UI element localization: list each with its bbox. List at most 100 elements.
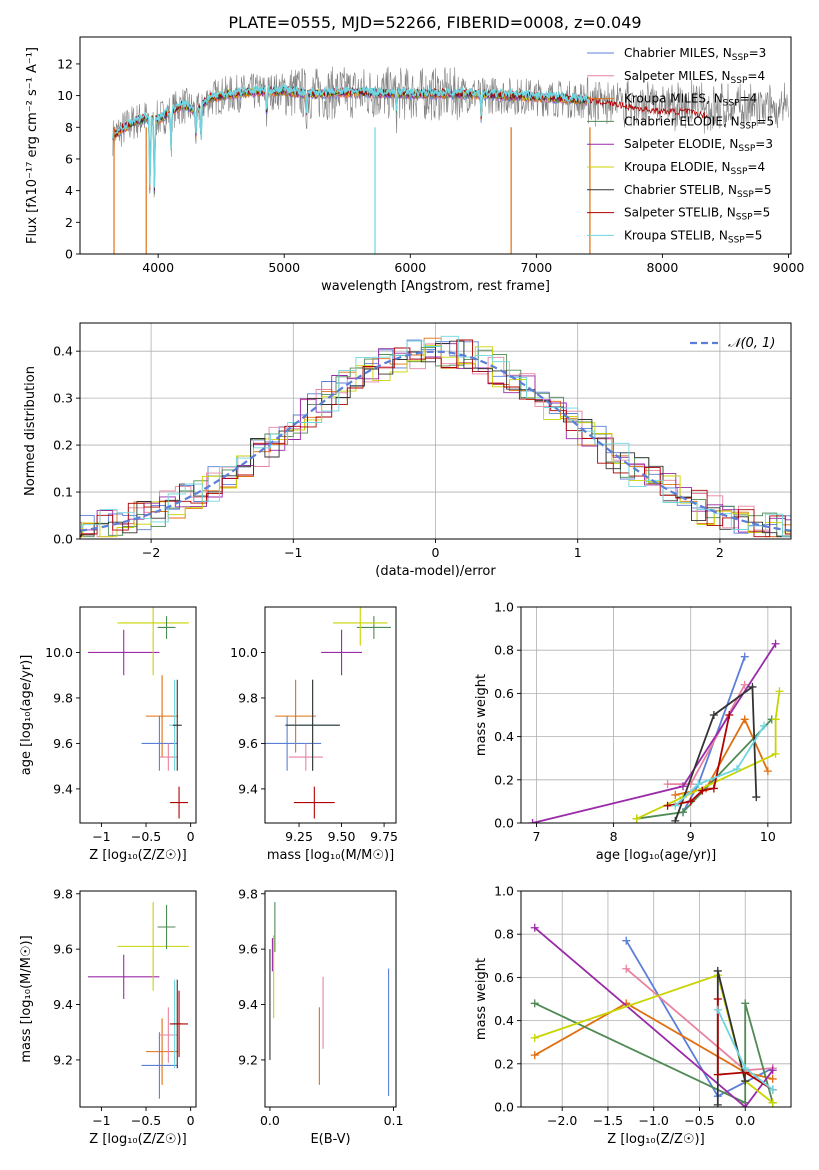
x-tick-label: −1.0 xyxy=(639,1113,669,1128)
x-tick-label: 5000 xyxy=(268,260,300,275)
legend-nssp-eq: = xyxy=(745,228,755,242)
legend-model-name: Salpeter ELODIE xyxy=(624,137,722,151)
plot-area xyxy=(88,607,189,819)
plot-area xyxy=(269,902,390,1096)
y-tick-label: 0.8 xyxy=(494,927,514,942)
y-tick-label: 6 xyxy=(65,151,73,166)
weight-point-marker xyxy=(752,793,761,802)
x-axis-label: Z [log₁₀(Z/Z☉)] xyxy=(89,1132,186,1147)
weight-point-marker xyxy=(679,782,687,791)
x-tick-label: 10 xyxy=(760,829,776,844)
axes-frame xyxy=(79,36,792,255)
legend-nssp-eq: = xyxy=(747,69,757,83)
legend-label: Chabrier STELIB, NSSP=5 xyxy=(624,183,772,200)
y-tick-label: 0 xyxy=(65,247,73,262)
weight-point-marker xyxy=(771,639,780,648)
weight-point-marker xyxy=(663,801,672,810)
y-tick-label: 9.2 xyxy=(53,1052,73,1067)
y-tick-label: 9.2 xyxy=(238,1052,258,1067)
x-tick-label: 8 xyxy=(610,829,618,844)
legend-model-name: Chabrier STELIB xyxy=(624,183,720,197)
weight-point-marker xyxy=(713,966,722,975)
legend-label: Kroupa ELODIE, NSSP=4 xyxy=(624,160,765,177)
x-tick-label: −0.5 xyxy=(684,1113,714,1128)
legend-nssp-prefix: , N xyxy=(711,228,728,242)
weight-point-marker xyxy=(671,801,680,810)
x-tick-label: 9.50 xyxy=(328,829,356,844)
x-tick-label: 0 xyxy=(432,545,440,560)
weight-point-marker xyxy=(771,749,780,758)
weight-point-marker xyxy=(709,784,718,793)
weight-series-line xyxy=(674,685,758,822)
x-tick-label: −2 xyxy=(142,545,160,560)
x-tick-label: 8000 xyxy=(647,260,679,275)
panel-z-mass: −1 −0.5 0 9.2 9.4 9.6 9.8 Z [log₁₀(Z/Z☉)] mass [… xyxy=(19,886,197,1147)
legend-nssp-value: 4 xyxy=(757,160,765,174)
weight-point-marker xyxy=(530,1033,539,1042)
legend-nssp-sub: SSP xyxy=(736,213,753,223)
axes-frame xyxy=(79,322,792,540)
panel-ebv-mass: 0.0 0.1 9.2 9.4 9.6 9.8 E(B-V) xyxy=(238,886,403,1147)
legend-nssp-prefix: , N xyxy=(706,92,723,106)
y-tick-label: 1.0 xyxy=(494,884,514,899)
legend-nssp-prefix: , N xyxy=(714,69,731,83)
legend-nssp-eq: = xyxy=(756,114,766,128)
legend-nssp-value: 3 xyxy=(765,137,773,151)
weight-point-marker xyxy=(741,999,750,1008)
legend-nssp-sub: SSP xyxy=(732,53,749,63)
weight-point-marker xyxy=(763,767,772,776)
legend-nssp-eq: = xyxy=(747,160,757,174)
legend-model-name: Kroupa ELODIE xyxy=(624,160,714,174)
y-tick-label: 0.2 xyxy=(53,438,73,453)
weight-point-marker xyxy=(530,1051,539,1060)
plot-area xyxy=(528,639,784,823)
weight-point-marker xyxy=(740,715,749,724)
legend-model-name: Salpeter MILES xyxy=(624,69,714,83)
x-tick-label: 0 xyxy=(187,1113,195,1128)
y-tick-label: 9.8 xyxy=(53,886,73,901)
weight-point-marker xyxy=(741,1064,750,1073)
panel-spectrum: 4000 5000 6000 7000 8000 9000 0 2 4 6 8 10 12 wavelen… xyxy=(25,36,804,294)
y-tick-label: 9.6 xyxy=(53,736,73,751)
weight-point-marker xyxy=(760,721,768,730)
weight-point-marker xyxy=(713,1070,722,1079)
y-axis-label: mass weight xyxy=(474,958,489,1040)
weight-series-line xyxy=(716,999,774,1091)
legend-nssp-prefix: , N xyxy=(720,183,737,197)
y-tick-label: 8 xyxy=(65,120,73,135)
weight-point-marker xyxy=(622,964,631,973)
x-axis-label: age [log₁₀(age/yr)] xyxy=(596,848,717,863)
y-tick-label: 9.6 xyxy=(238,942,258,957)
panel-mass-age: 9.25 9.50 9.75 9.4 9.6 9.8 10.0 mass [log₁₀(M/M… xyxy=(230,606,398,863)
weight-point-marker xyxy=(733,765,741,773)
weight-point-marker xyxy=(528,819,537,823)
weight-point-marker xyxy=(671,816,680,823)
y-tick-label: 10.0 xyxy=(45,645,73,660)
weight-point-marker xyxy=(713,1005,722,1014)
legend-nssp-prefix: , N xyxy=(715,46,732,60)
x-tick-label: −1 xyxy=(92,829,110,844)
x-axis-label: Z [log₁₀(Z/Z☉)] xyxy=(607,1132,704,1147)
weight-point-marker xyxy=(530,999,539,1008)
y-tick-label: 9.8 xyxy=(238,886,258,901)
plot-area xyxy=(530,923,777,1107)
x-tick-label: 0.0 xyxy=(260,1113,280,1128)
legend-label: Kroupa MILES, NSSP=4 xyxy=(624,92,757,109)
y-tick-label: 0.4 xyxy=(494,1013,514,1028)
weight-point-marker xyxy=(713,995,722,1003)
y-tick-label: 0.0 xyxy=(494,1100,514,1115)
normal-distribution-curve xyxy=(80,350,791,532)
weight-point-marker xyxy=(632,814,641,823)
weight-point-marker xyxy=(679,808,687,817)
weight-point-marker xyxy=(741,1077,750,1086)
weight-point-marker xyxy=(740,652,749,661)
legend-nssp-eq: = xyxy=(749,46,759,60)
observed-spectrum-line xyxy=(112,66,789,198)
legend-model-name: Salpeter STELIB xyxy=(624,206,719,220)
x-axis-label: mass [log₁₀(M/M☉)] xyxy=(267,848,394,863)
weight-point-marker xyxy=(768,1074,777,1083)
weight-point-marker xyxy=(768,1085,777,1094)
panel-z-age: −1 −0.5 0 9.4 9.6 9.8 10.0 Z [log₁₀(Z/Z☉)] age [… xyxy=(19,606,197,863)
